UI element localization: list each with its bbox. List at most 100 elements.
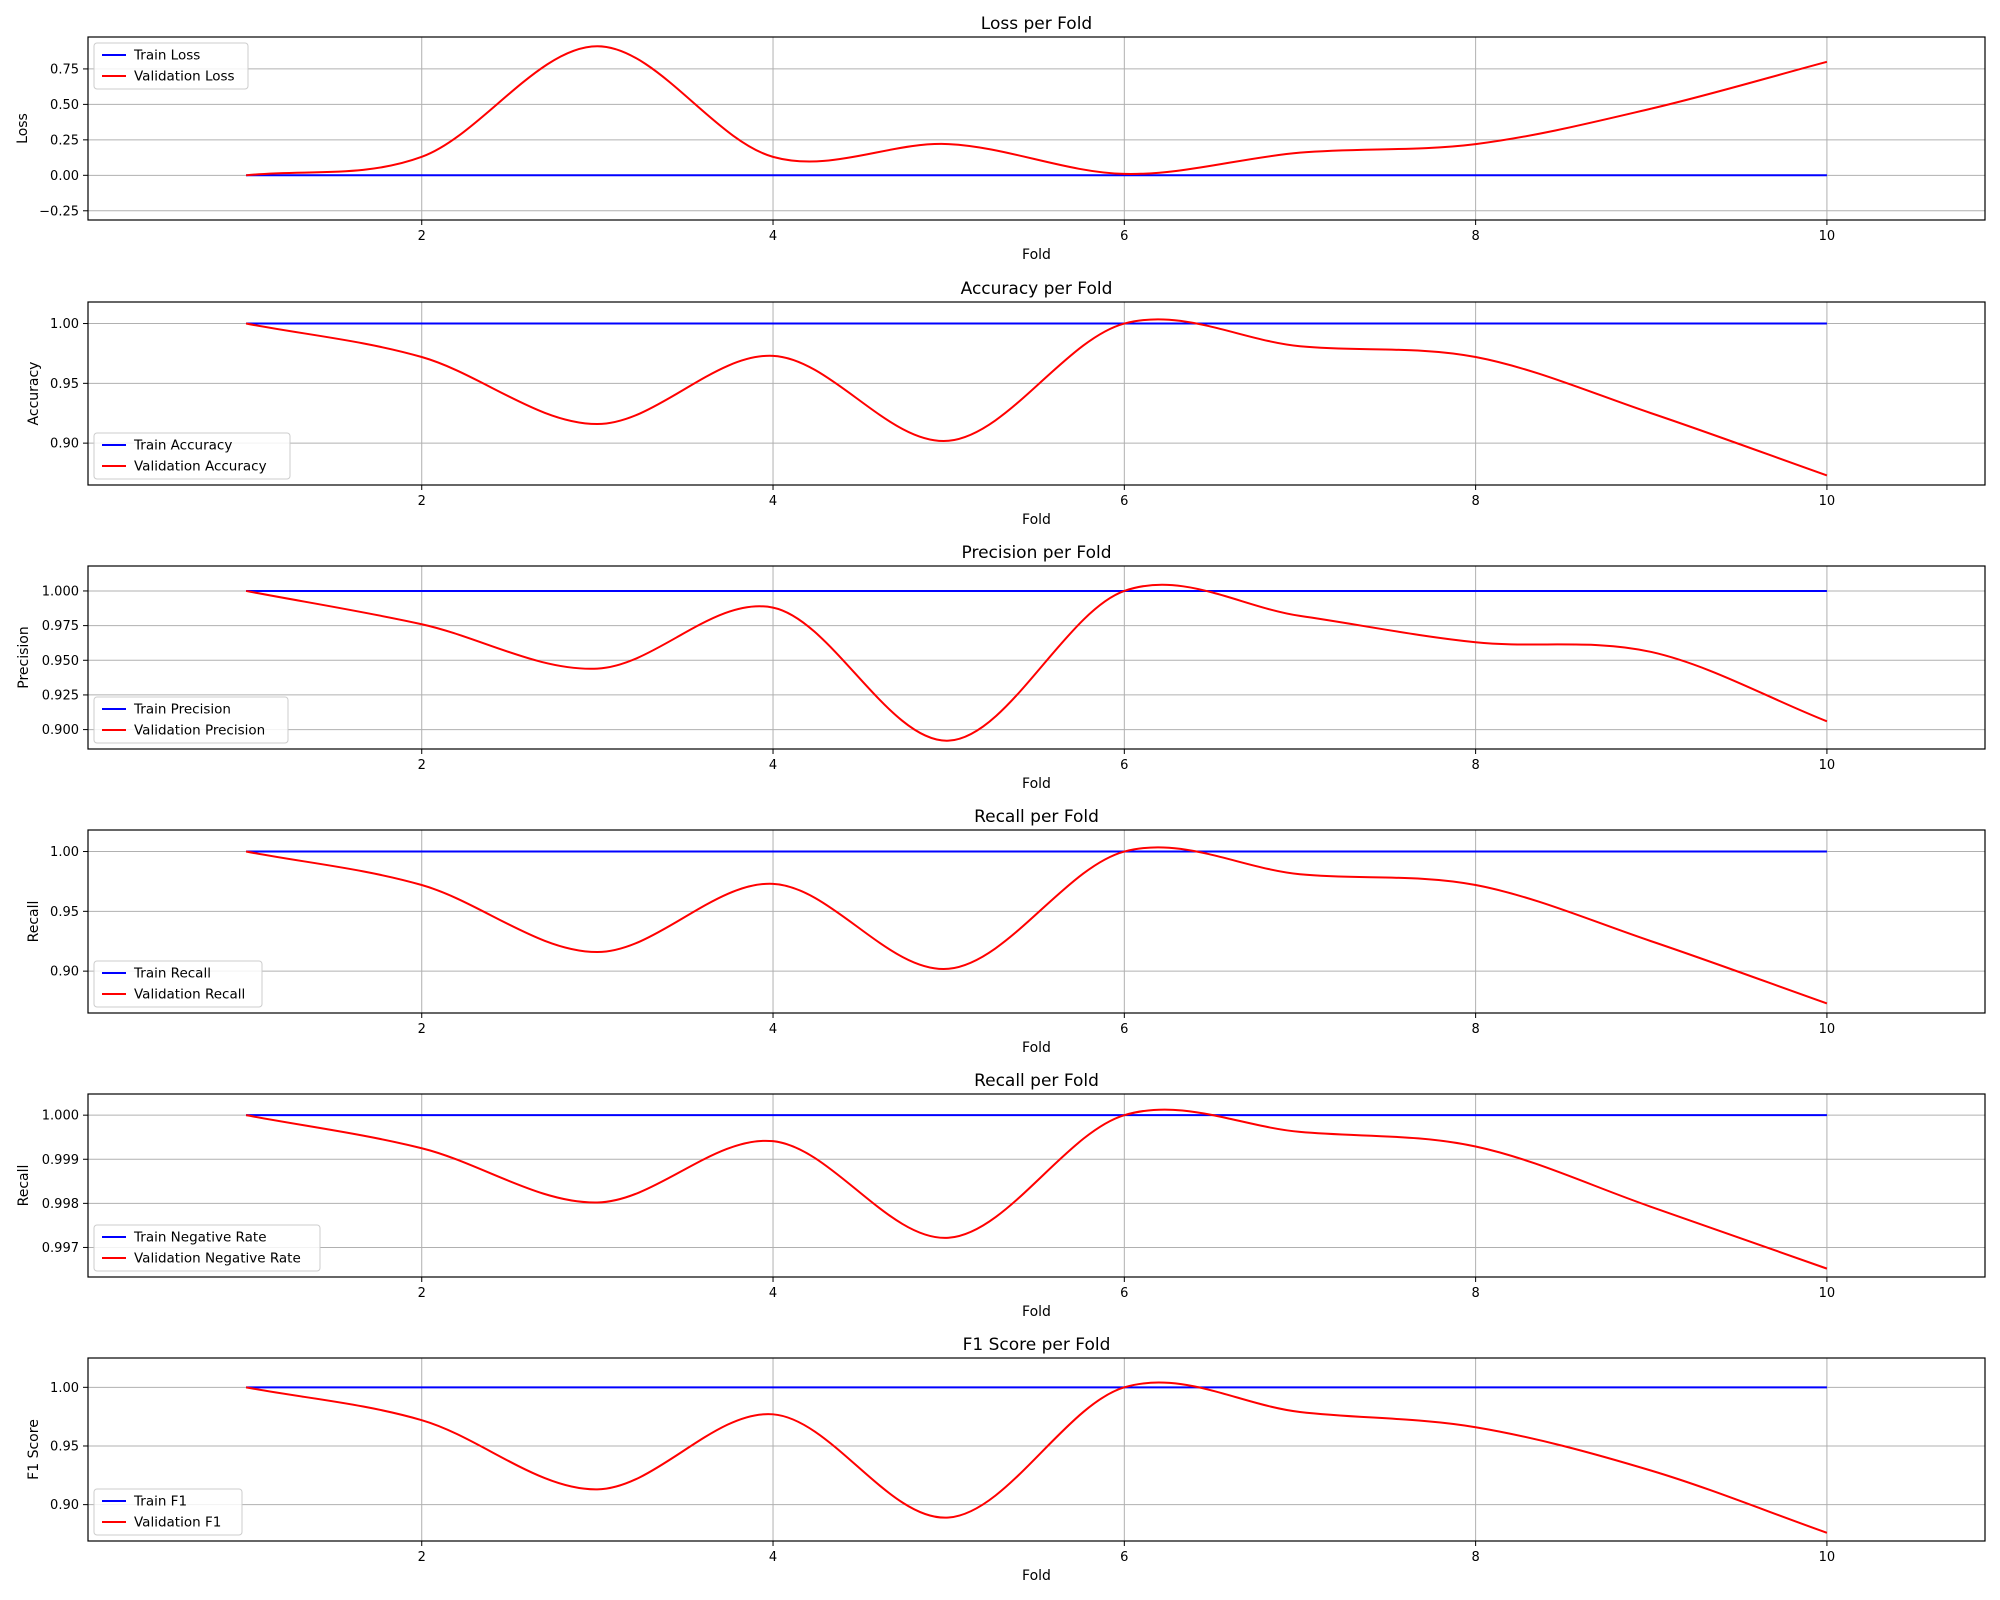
- y-tick-label: 0.975: [42, 619, 79, 634]
- legend: Train Loss Validation Loss: [93, 42, 249, 90]
- validation-series-line: [245, 1381, 1828, 1534]
- x-tick-label: 2: [418, 494, 426, 509]
- legend-box: [93, 42, 249, 90]
- x-tick-label: 6: [1120, 229, 1128, 244]
- x-tick-label: 8: [1471, 1286, 1479, 1301]
- x-tick-label: 6: [1120, 1286, 1128, 1301]
- x-tick-label: 6: [1120, 758, 1128, 773]
- series-group: [245, 1381, 1828, 1534]
- subplot-title: Loss per Fold: [981, 14, 1092, 34]
- y-tick-label: 0.75: [50, 62, 79, 77]
- y-axis-label: F1 Score: [26, 1419, 42, 1480]
- legend-entry: Train Loss: [133, 48, 200, 64]
- legend-entry: Validation F1: [134, 1515, 221, 1531]
- x-tick-label: 10: [1819, 229, 1836, 244]
- axes-frame: [87, 301, 1986, 486]
- subplot-5: Recall per Fold 2 4 6 8 10 0.997 0.998 0.999 1.00…: [16, 1071, 1986, 1320]
- legend-entry: Validation Precision: [134, 723, 265, 739]
- series-group: [245, 583, 1828, 742]
- validation-series-line: [245, 583, 1828, 742]
- x-tick-label: 4: [769, 229, 777, 244]
- y-tick-label: 0.925: [42, 688, 79, 703]
- x-tick-label: 6: [1120, 1022, 1128, 1037]
- subplot-title: Recall per Fold: [974, 807, 1099, 827]
- axes-frame: [87, 1093, 1986, 1278]
- x-tick-label: 4: [769, 758, 777, 773]
- legend-entry: Train F1: [133, 1494, 187, 1510]
- x-tick-label: 10: [1819, 494, 1836, 509]
- axes-frame: [87, 565, 1986, 750]
- x-axis-label: Fold: [1022, 1568, 1051, 1584]
- legend: Train Precision Validation Precision: [93, 696, 289, 744]
- subplot-title: F1 Score per Fold: [963, 1335, 1111, 1355]
- subplot-4: Recall per Fold 2 4 6 8 10 0.90 0.95 1.00 Fold Rec…: [26, 807, 1986, 1056]
- y-tick-label: 0.950: [42, 654, 79, 669]
- y-axis-label: Accuracy: [26, 362, 42, 426]
- legend-entry: Validation Loss: [134, 69, 235, 85]
- subplot-2: Accuracy per Fold 2 4 6 8 10 0.90 0.95 1.00 Fold A…: [26, 279, 1986, 528]
- subplot-3: Precision per Fold 2 4 6 8 10 0.900 0.925 0.950 0…: [16, 543, 1986, 792]
- x-tick-label: 4: [769, 1286, 777, 1301]
- legend: Train Negative Rate Validation Negative R…: [93, 1224, 321, 1272]
- legend-entry: Validation Negative Rate: [134, 1251, 301, 1267]
- y-tick-label: 0.95: [50, 1439, 79, 1454]
- y-tick-label: 0.999: [42, 1153, 79, 1168]
- x-tick-label: 10: [1819, 1286, 1836, 1301]
- axes-frame: [87, 36, 1986, 221]
- legend-entry: Train Recall: [133, 966, 211, 982]
- x-axis-label: Fold: [1022, 1040, 1051, 1056]
- x-tick-label: 2: [418, 1022, 426, 1037]
- axes-frame: [87, 829, 1986, 1014]
- y-tick-label: 1.00: [50, 845, 79, 860]
- legend-box: [93, 1224, 321, 1272]
- legend-box: [93, 696, 289, 744]
- validation-series-line: [245, 318, 1828, 477]
- y-tick-label: 0.90: [50, 437, 79, 452]
- y-tick-label: 0.90: [50, 965, 79, 980]
- y-tick-label: 0.95: [50, 377, 79, 392]
- x-tick-label: 8: [1471, 1550, 1479, 1565]
- y-tick-label: 1.00: [50, 317, 79, 332]
- validation-series-line: [245, 846, 1828, 1005]
- series-group: [245, 318, 1828, 477]
- legend-entry: Train Precision: [133, 702, 231, 718]
- y-tick-label: 0.998: [42, 1197, 79, 1212]
- y-tick-label: 0.900: [42, 723, 79, 738]
- x-axis-label: Fold: [1022, 247, 1051, 263]
- x-tick-label: 8: [1471, 229, 1479, 244]
- y-tick-label: −0.25: [39, 204, 79, 219]
- x-tick-label: 8: [1471, 1022, 1479, 1037]
- legend-entry: Train Accuracy: [133, 438, 232, 454]
- series-group: [245, 846, 1828, 1005]
- legend: Train Accuracy Validation Accuracy: [93, 432, 291, 480]
- legend: Train Recall Validation Recall: [93, 960, 263, 1008]
- y-tick-label: 0.50: [50, 98, 79, 113]
- y-tick-label: 1.00: [50, 1381, 79, 1396]
- axes-frame: [87, 1357, 1986, 1542]
- x-axis-label: Fold: [1022, 776, 1051, 792]
- subplot-title: Recall per Fold: [974, 1071, 1099, 1091]
- legend-entry: Validation Accuracy: [134, 459, 267, 475]
- y-axis-label: Recall: [26, 901, 42, 943]
- legend-entry: Train Negative Rate: [133, 1230, 267, 1246]
- x-tick-label: 10: [1819, 1022, 1836, 1037]
- x-axis-label: Fold: [1022, 512, 1051, 528]
- subplot-6: F1 Score per Fold 2 4 6 8 10 0.90 0.95 1.00 Fold F…: [26, 1335, 1986, 1584]
- legend-box: [93, 432, 291, 480]
- x-tick-label: 6: [1120, 494, 1128, 509]
- y-tick-label: 1.000: [42, 584, 79, 599]
- x-tick-label: 4: [769, 1022, 777, 1037]
- x-tick-label: 10: [1819, 1550, 1836, 1565]
- x-tick-label: 8: [1471, 758, 1479, 773]
- x-tick-label: 2: [418, 229, 426, 244]
- y-tick-label: 0.95: [50, 905, 79, 920]
- legend-box: [93, 1488, 243, 1536]
- y-axis-label: Precision: [16, 626, 32, 688]
- y-tick-label: 0.90: [50, 1498, 79, 1513]
- subplot-title: Precision per Fold: [962, 543, 1112, 563]
- legend-box: [93, 960, 263, 1008]
- x-tick-label: 6: [1120, 1550, 1128, 1565]
- x-tick-label: 2: [418, 758, 426, 773]
- subplot-1: Loss per Fold 2 4 6 8 10 −0.25 0.00 0.25 0.50 0.75…: [15, 14, 1986, 263]
